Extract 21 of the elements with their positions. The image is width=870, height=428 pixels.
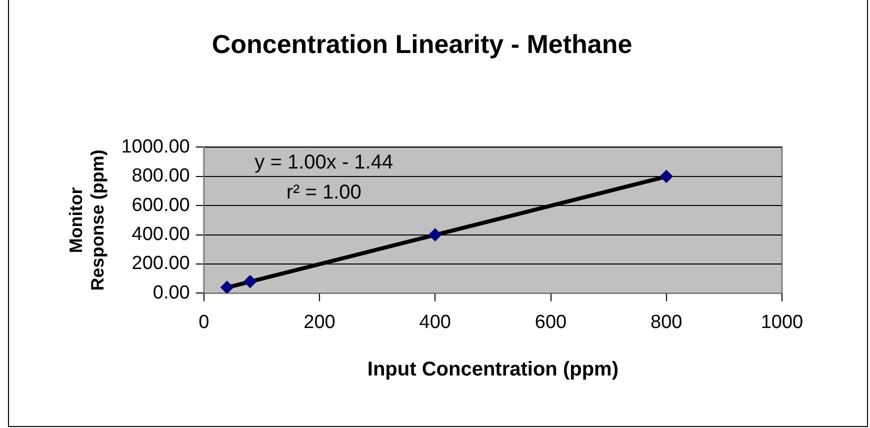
y-tick-label: 1000.00 xyxy=(121,136,190,158)
chart-title: Concentration Linearity - Methane xyxy=(212,28,632,59)
x-tick-label: 200 xyxy=(304,312,336,333)
point xyxy=(220,280,234,294)
annotation: r² = 1.00 xyxy=(286,182,362,204)
y-axis-title: Monitor Response (ppm) xyxy=(66,150,108,291)
y-tick-label: 800.00 xyxy=(132,166,190,187)
x-axis-title: Input Concentration (ppm) xyxy=(367,358,618,381)
x-tick-label: 600 xyxy=(534,312,567,333)
x-tick-label: 400 xyxy=(419,312,451,333)
x-tick-label: 1000 xyxy=(760,312,804,333)
y-tick-label: 600.00 xyxy=(132,194,190,216)
y-tick-label: 200.00 xyxy=(132,253,190,274)
x-tick-label: 0 xyxy=(198,312,210,333)
y-tick-label: 0.00 xyxy=(152,282,190,304)
x-tick-label: 800 xyxy=(650,312,682,333)
point xyxy=(660,170,673,183)
annotation: y = 1.00x - 1.44 xyxy=(254,152,394,174)
point xyxy=(244,275,257,288)
point xyxy=(428,228,442,242)
y-tick-label: 400.00 xyxy=(132,224,190,246)
